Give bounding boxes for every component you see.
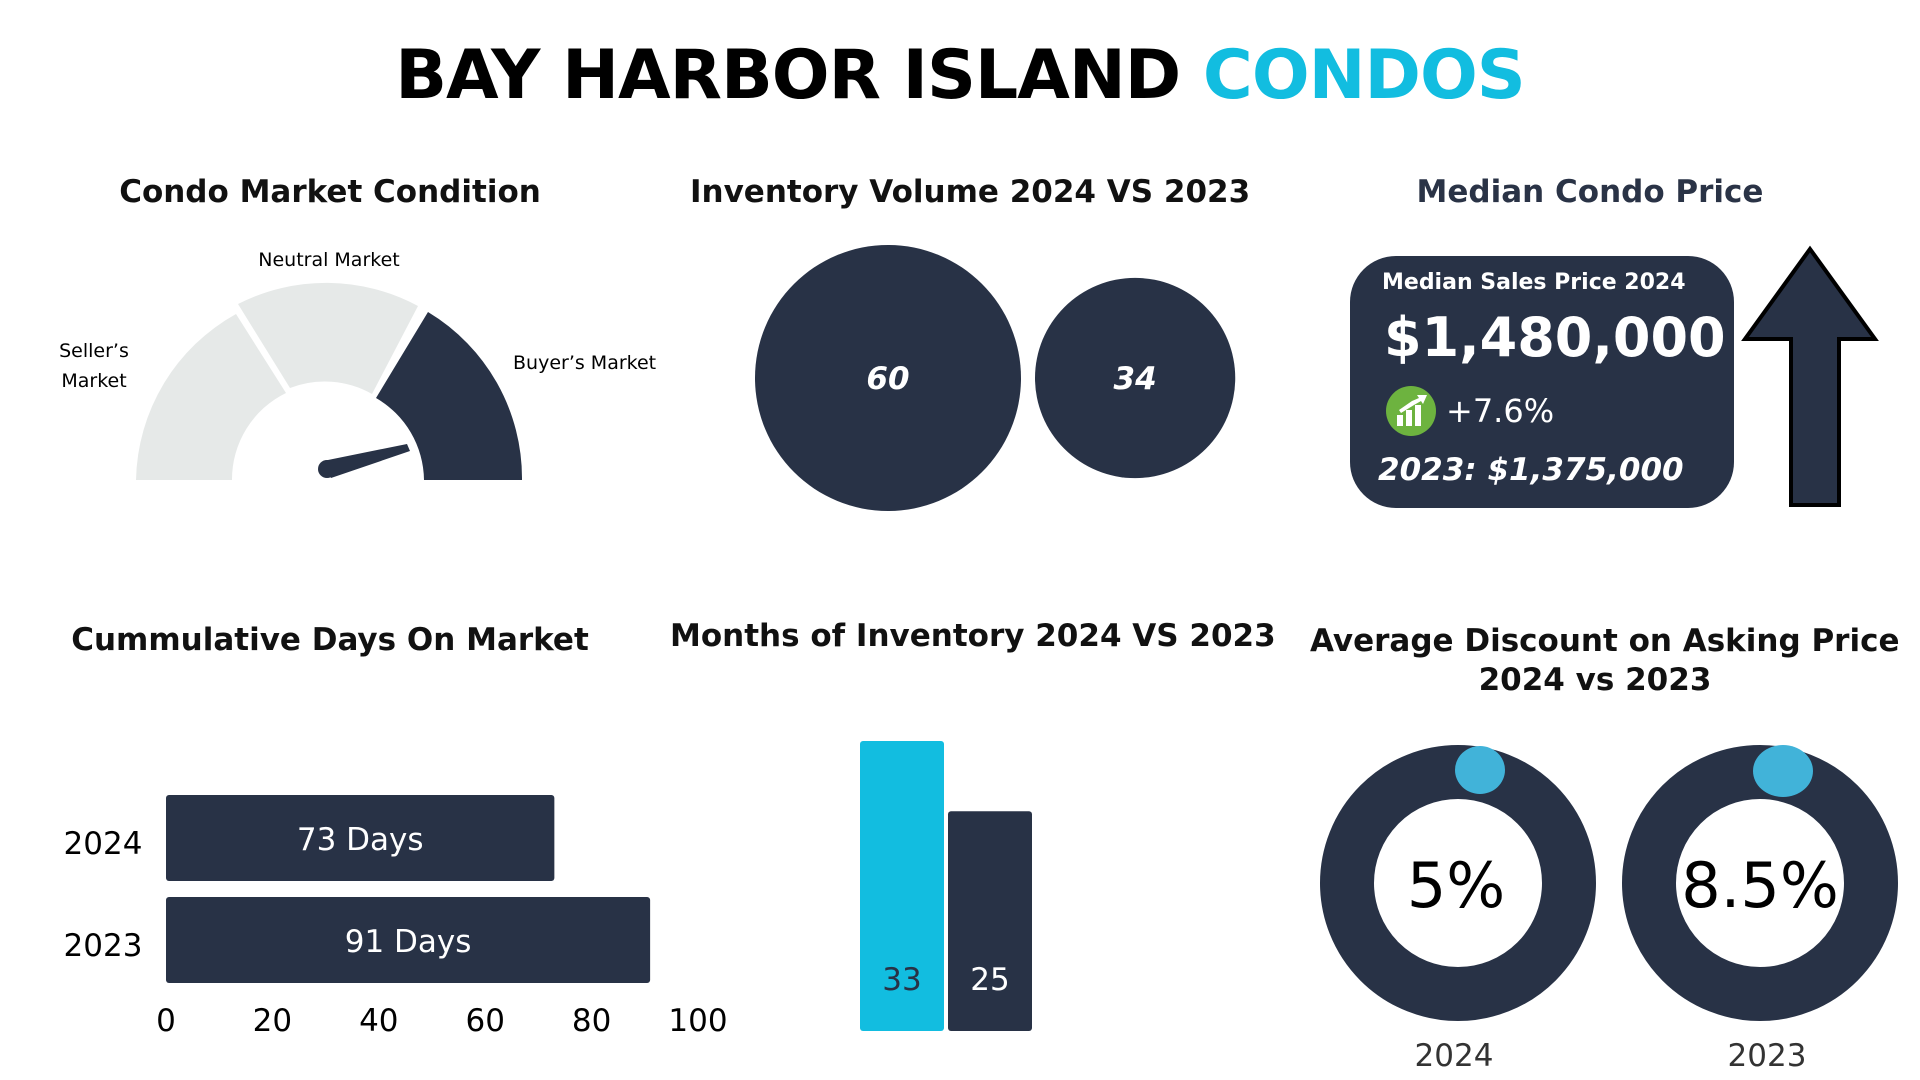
days-axis-tick-80: 80 [572, 1003, 611, 1039]
seller-market-label-line-1: Seller’s [59, 340, 129, 362]
months-bar-2024-label: 33 [882, 962, 921, 998]
avg-discount-title-line-2: 2024 vs 2023 [1478, 662, 1712, 698]
months-bar-2024 [860, 741, 944, 1031]
gauge-segment-neutral [238, 282, 418, 394]
days-category-2024: 2024 [64, 826, 143, 862]
inventory-bubble-2023-label: 34 [1114, 361, 1157, 397]
days-axis-tick-0: 0 [156, 1003, 176, 1039]
gauge-needle-hub [318, 460, 336, 478]
discount-donut-2024-marker [1455, 746, 1505, 794]
seller-market-label-line-2: Market [61, 370, 126, 392]
inventory-bubble-2024 [755, 245, 1021, 511]
page-title-main: BAY HARBOR ISLAND [395, 36, 1181, 115]
page-title-accent: CONDOS [1202, 36, 1526, 115]
days-on-market-title: Cummulative Days On Market [71, 622, 589, 658]
median-price-previous: 2023: $1,375,000 [1378, 452, 1684, 488]
days-axis-tick-40: 40 [359, 1003, 398, 1039]
discount-category-2023: 2023 [1728, 1038, 1807, 1074]
median-price-change: +7.6% [1446, 392, 1555, 430]
page-title: BAY HARBOR ISLAND CONDOS [0, 36, 1920, 115]
median-price-card-label: Median Sales Price 2024 [1382, 270, 1686, 295]
neutral-market-label: Neutral Market [258, 249, 399, 271]
median-price-value: $1,480,000 [1384, 306, 1726, 369]
discount-category-2024: 2024 [1415, 1038, 1494, 1074]
gauge-needle [323, 444, 410, 478]
days-category-2023: 2023 [64, 928, 143, 964]
bar-chart-up-icon [1386, 386, 1436, 436]
inventory-volume-title: Inventory Volume 2024 VS 2023 [690, 174, 1251, 210]
days-bar-2024-label: 73 Days [297, 822, 424, 858]
days-bar-2023-label: 91 Days [345, 924, 472, 960]
median-price-card: Median Sales Price 2024 $1,480,000 +7.6%… [1350, 256, 1734, 508]
median-price-title: Median Condo Price [1416, 174, 1764, 210]
avg-discount-title: Average Discount on Asking Price 2024 vs… [1310, 622, 1900, 700]
days-bar-2024 [166, 795, 555, 881]
months-bar-2023 [948, 811, 1032, 1031]
market-condition-title: Condo Market Condition [119, 174, 541, 210]
gauge-segment-seller [136, 314, 286, 480]
up-arrow-icon [1741, 245, 1879, 507]
inventory-bubble-2024-label: 60 [866, 361, 909, 397]
avg-discount-title-line-1: Average Discount on Asking Price [1310, 623, 1900, 659]
months-inventory-title: Months of Inventory 2024 VS 2023 [670, 618, 1276, 654]
days-axis-tick-60: 60 [465, 1003, 504, 1039]
discount-donut-2023-marker [1753, 745, 1813, 797]
buyer-market-label: Buyer’s Market [513, 352, 656, 374]
inventory-bubble-2023 [1035, 277, 1236, 479]
days-bar-2023 [166, 897, 651, 983]
months-bar-2023-label: 25 [970, 962, 1009, 998]
discount-donut-2024-label: 5% [1407, 849, 1505, 922]
days-axis-tick-100: 100 [668, 1003, 727, 1039]
days-axis-tick-20: 20 [253, 1003, 292, 1039]
gauge-segment-buyer [376, 312, 523, 480]
discount-donut-2023-label: 8.5% [1681, 849, 1839, 922]
